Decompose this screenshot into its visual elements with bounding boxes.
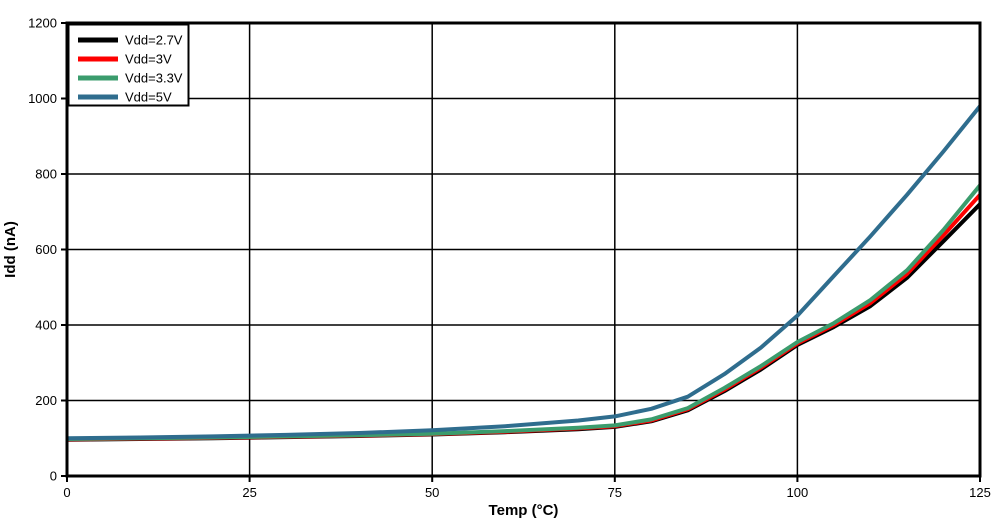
y-tick-label: 600 — [35, 242, 57, 257]
x-tick-label: 0 — [63, 485, 70, 500]
x-tick-label: 100 — [787, 485, 809, 500]
y-tick-label: 1200 — [28, 16, 57, 31]
legend-label: Vdd=3.3V — [125, 71, 183, 86]
legend: Vdd=2.7V Vdd=3V Vdd=3.3V Vdd=5V — [67, 23, 190, 107]
y-tick-label: 800 — [35, 167, 57, 182]
x-axis-title: Temp (°C) — [489, 502, 559, 519]
y-tick-label: 0 — [50, 469, 57, 484]
series-layer — [66, 104, 982, 442]
legend-label: Vdd=2.7V — [125, 33, 183, 48]
x-tick-label: 75 — [608, 485, 622, 500]
y-tick-label: 200 — [35, 393, 57, 408]
tick-labels: 0 25 50 75 100 125 0 200 400 600 800 1000 1200 — [28, 16, 991, 501]
series-line-vdd-5v — [66, 104, 982, 441]
gridlines — [66, 22, 981, 477]
y-axis-title: Idd (nA) — [2, 221, 19, 278]
series-line-vdd-2.7v — [66, 202, 982, 442]
legend-label: Vdd=5V — [125, 90, 172, 105]
x-tick-label: 50 — [425, 485, 439, 500]
y-tick-label: 400 — [35, 318, 57, 333]
x-tick-label: 125 — [969, 485, 991, 500]
legend-label: Vdd=3V — [125, 52, 172, 67]
x-tick-label: 25 — [242, 485, 256, 500]
axis-ticks — [61, 22, 981, 482]
y-tick-label: 1000 — [28, 91, 57, 106]
